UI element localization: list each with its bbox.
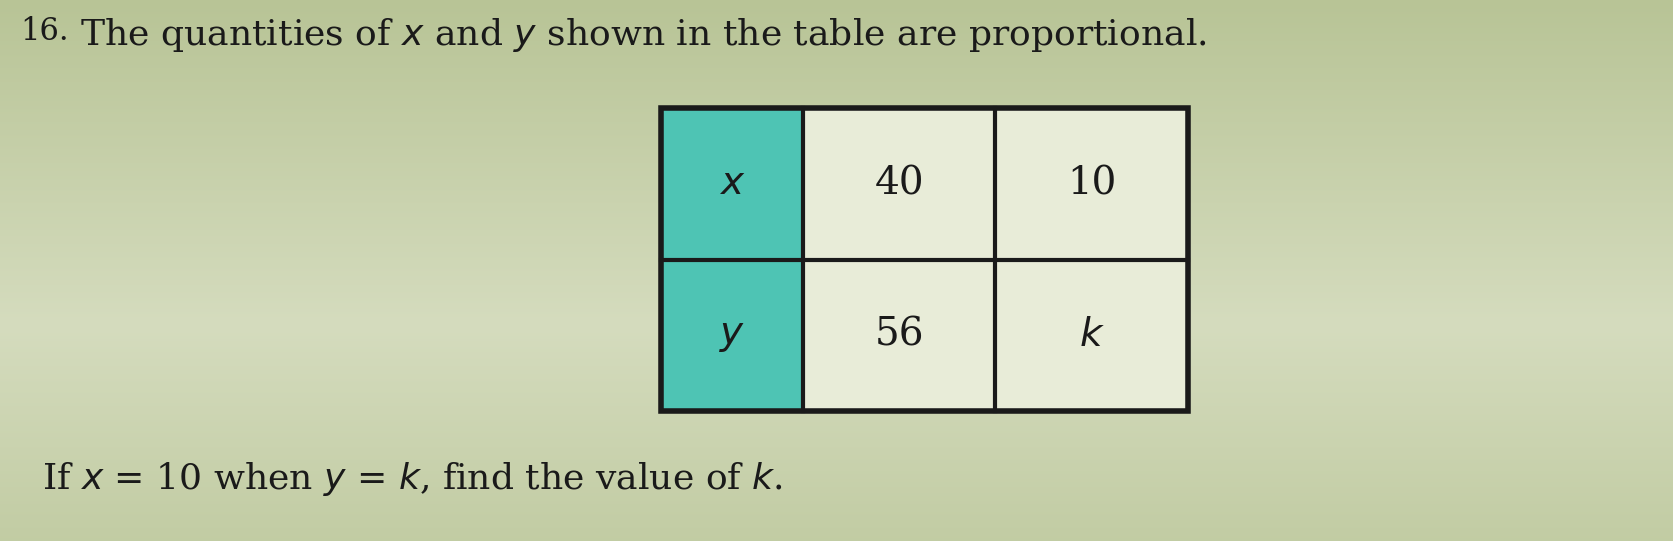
Bar bbox=[995, 108, 1188, 260]
Text: 10: 10 bbox=[1067, 166, 1116, 202]
Text: $y$: $y$ bbox=[719, 317, 744, 354]
Bar bbox=[995, 260, 1188, 411]
Bar bbox=[661, 108, 1188, 411]
Text: 40: 40 bbox=[875, 166, 923, 202]
Text: $k$: $k$ bbox=[1079, 317, 1104, 354]
Text: 16.: 16. bbox=[20, 16, 69, 47]
Text: $x$: $x$ bbox=[719, 166, 744, 202]
Text: If $x$ = 10 when $y$ = $k$, find the value of $k$.: If $x$ = 10 when $y$ = $k$, find the val… bbox=[42, 460, 783, 498]
Bar bbox=[803, 108, 995, 260]
Bar bbox=[661, 108, 803, 260]
Bar bbox=[661, 260, 803, 411]
Text: 56: 56 bbox=[875, 317, 923, 354]
Bar bbox=[803, 260, 995, 411]
Text: The quantities of $x$ and $y$ shown in the table are proportional.: The quantities of $x$ and $y$ shown in t… bbox=[80, 16, 1206, 54]
